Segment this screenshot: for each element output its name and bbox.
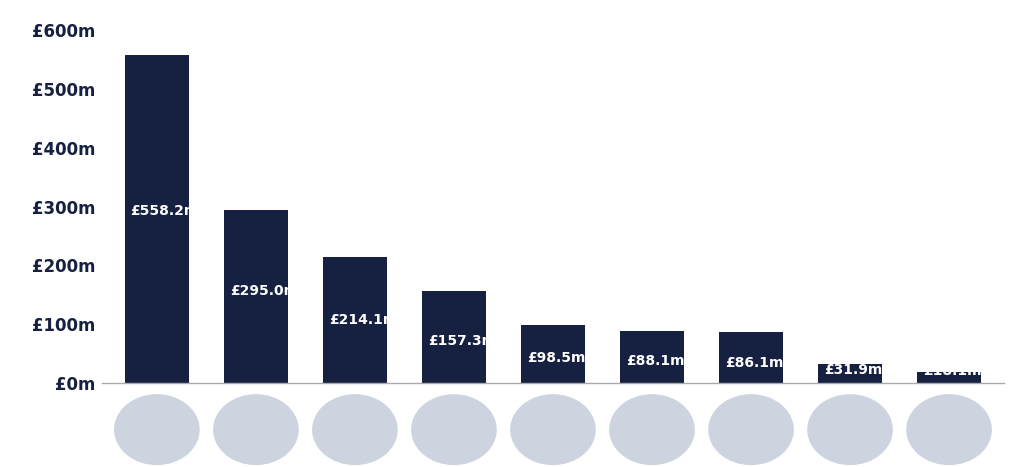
Bar (719, 333, 783, 383)
Text: £214.1m: £214.1m (329, 313, 397, 327)
Text: £86.1m: £86.1m (725, 356, 783, 370)
Text: £157.3m: £157.3m (428, 334, 496, 348)
Bar (422, 290, 486, 383)
Bar (125, 55, 189, 383)
Bar (223, 210, 288, 383)
Bar (323, 257, 387, 383)
Bar (521, 325, 585, 383)
Bar (916, 372, 981, 383)
Text: £558.2m: £558.2m (131, 205, 199, 219)
Bar (818, 364, 883, 383)
Bar (620, 331, 684, 383)
Text: £88.1m: £88.1m (626, 354, 684, 368)
Text: £295.0m: £295.0m (229, 284, 298, 298)
Text: £18.1m: £18.1m (923, 364, 981, 378)
Text: £98.5m: £98.5m (526, 351, 585, 365)
Text: £31.9m: £31.9m (823, 363, 882, 377)
